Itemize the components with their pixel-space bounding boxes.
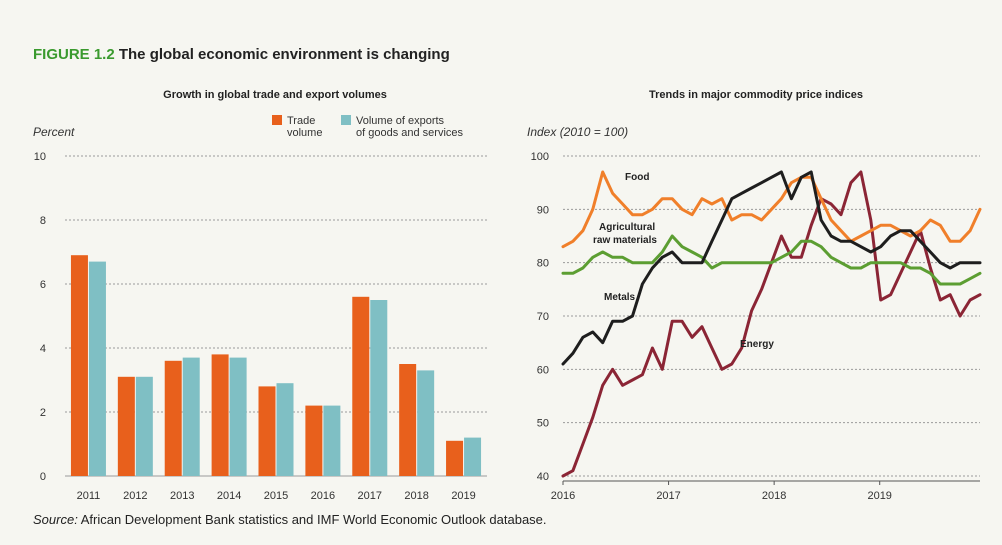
bar-trade-volume <box>399 364 417 476</box>
source-note: Source: African Development Bank statist… <box>33 512 547 527</box>
series-label-food: Food <box>625 172 649 183</box>
line-chart-ylabel: Index (2010 = 100) <box>527 125 628 139</box>
bar-trade-volume <box>70 255 88 476</box>
figure-title-text: The global economic environment is chang… <box>118 46 450 63</box>
bar-trade-volume <box>258 386 276 476</box>
x-tick-label: 2015 <box>264 490 288 502</box>
x-tick-label: 2016 <box>551 490 575 502</box>
line-chart-y-ticks: 40 50 60 70 80 90 100 <box>531 151 549 483</box>
x-tick-label: 2011 <box>77 490 101 502</box>
x-tick-label: 2017 <box>656 490 680 502</box>
line-chart-x-ticks: 2016 2017 2018 2019 <box>551 481 892 502</box>
bar-chart-x-ticks: 2011 2012 2013 2014 2015 2016 2017 2018 2019 <box>77 490 476 502</box>
y-tick-label: 10 <box>34 151 46 163</box>
x-tick-label: 2018 <box>404 490 428 502</box>
bar-chart-trade-growth: Growth in global trade and export volume… <box>33 89 487 502</box>
bar-export-volume <box>323 405 341 476</box>
line-chart-series-labels: Food Agricultural raw materials Metals E… <box>593 172 774 350</box>
bar-chart-title: Growth in global trade and export volume… <box>163 89 387 101</box>
y-tick-label: 0 <box>40 471 46 483</box>
bar-chart-ylabel: Percent <box>33 125 75 139</box>
x-tick-label: 2012 <box>123 490 147 502</box>
series-line-food <box>561 170 982 249</box>
line-chart-title: Trends in major commodity price indices <box>649 89 863 101</box>
y-tick-label: 40 <box>537 471 549 483</box>
y-tick-label: 100 <box>531 151 549 163</box>
source-prefix: Source: <box>33 512 78 527</box>
x-tick-label: 2018 <box>762 490 786 502</box>
legend-label: volume <box>287 127 322 139</box>
bar-export-volume <box>370 300 388 476</box>
series-line-energy <box>561 170 982 478</box>
bar-export-volume <box>88 261 106 476</box>
y-tick-label: 90 <box>537 204 549 216</box>
series-line-metals <box>561 170 982 366</box>
x-tick-label: 2013 <box>170 490 194 502</box>
y-tick-label: 60 <box>537 364 549 376</box>
legend-label: of goods and services <box>356 127 464 139</box>
bar-chart-gridlines <box>65 155 487 477</box>
series-line-agricultural <box>561 234 982 286</box>
line-chart-series <box>561 170 982 478</box>
y-tick-label: 8 <box>40 215 46 227</box>
figure-title: FIGURE 1.2 The global economic environme… <box>33 46 450 63</box>
bar-trade-volume <box>305 405 323 476</box>
bar-trade-volume <box>446 440 464 476</box>
bar-chart-bars <box>70 255 482 476</box>
bar-trade-volume <box>352 296 370 476</box>
y-tick-label: 6 <box>40 279 46 291</box>
legend-label: Volume of exports <box>356 115 445 127</box>
legend-swatch <box>272 115 282 125</box>
series-label-metals: Metals <box>604 292 636 303</box>
bar-export-volume <box>417 370 435 476</box>
bar-export-volume <box>276 383 294 476</box>
y-tick-label: 2 <box>40 407 46 419</box>
series-label-agri-line2: raw materials <box>593 235 657 246</box>
series-label-energy: Energy <box>740 339 774 350</box>
bar-trade-volume <box>211 354 229 476</box>
x-tick-label: 2017 <box>358 490 382 502</box>
bar-export-volume <box>135 376 153 476</box>
bar-export-volume <box>464 437 482 476</box>
line-chart-commodity-prices: Trends in major commodity price indices … <box>527 89 982 502</box>
x-tick-label: 2016 <box>311 490 335 502</box>
bar-trade-volume <box>117 376 135 476</box>
y-tick-label: 70 <box>537 311 549 323</box>
x-tick-label: 2019 <box>451 490 475 502</box>
figure-label: FIGURE 1.2 <box>33 46 115 63</box>
y-tick-label: 80 <box>537 258 549 270</box>
legend-swatch <box>341 115 351 125</box>
bar-export-volume <box>182 357 200 476</box>
bar-export-volume <box>229 357 247 476</box>
source-text: African Development Bank statistics and … <box>80 512 547 527</box>
x-tick-label: 2014 <box>217 490 241 502</box>
x-tick-label: 2019 <box>867 490 891 502</box>
legend-label: Trade <box>287 115 315 127</box>
bar-trade-volume <box>164 360 182 476</box>
bar-chart-y-ticks: 0 2 4 6 8 10 <box>34 151 46 483</box>
y-tick-label: 4 <box>40 343 46 355</box>
y-tick-label: 50 <box>537 418 549 430</box>
series-label-agri-line1: Agricultural <box>599 222 655 233</box>
